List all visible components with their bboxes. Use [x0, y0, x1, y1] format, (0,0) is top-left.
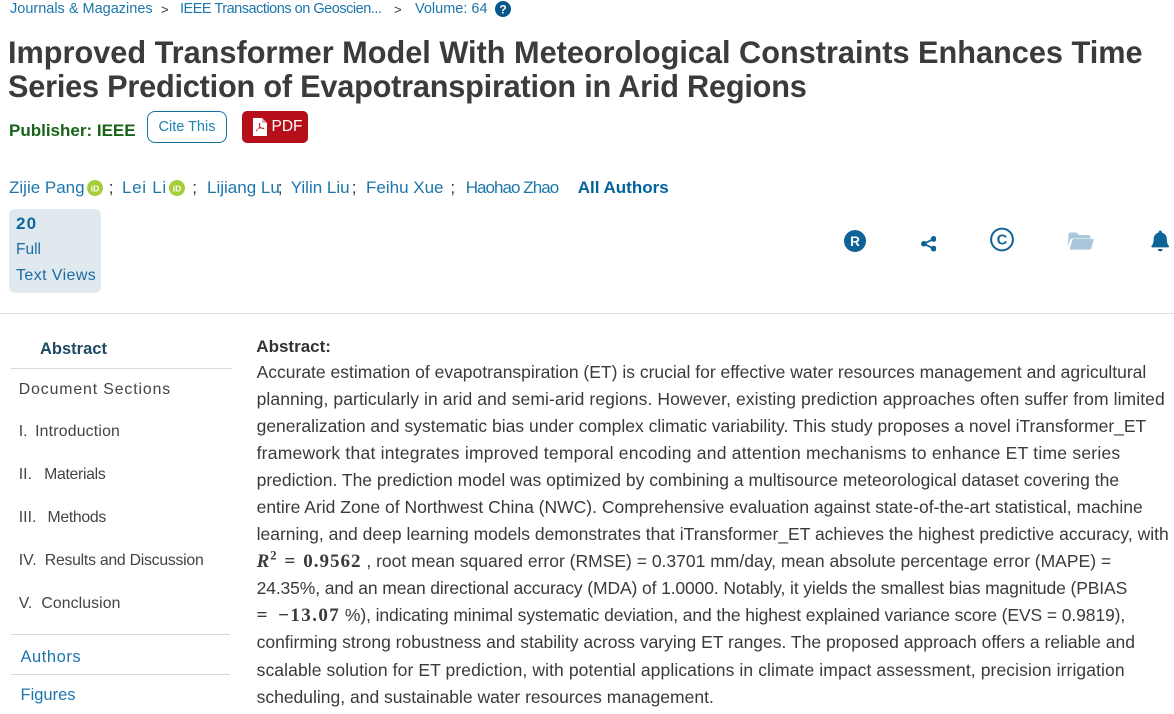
svg-text:?: ? — [499, 2, 506, 16]
svg-text:iD: iD — [172, 183, 181, 193]
svg-text:C: C — [997, 233, 1008, 249]
svg-text:R: R — [850, 234, 860, 249]
svg-text:iD: iD — [90, 183, 99, 193]
